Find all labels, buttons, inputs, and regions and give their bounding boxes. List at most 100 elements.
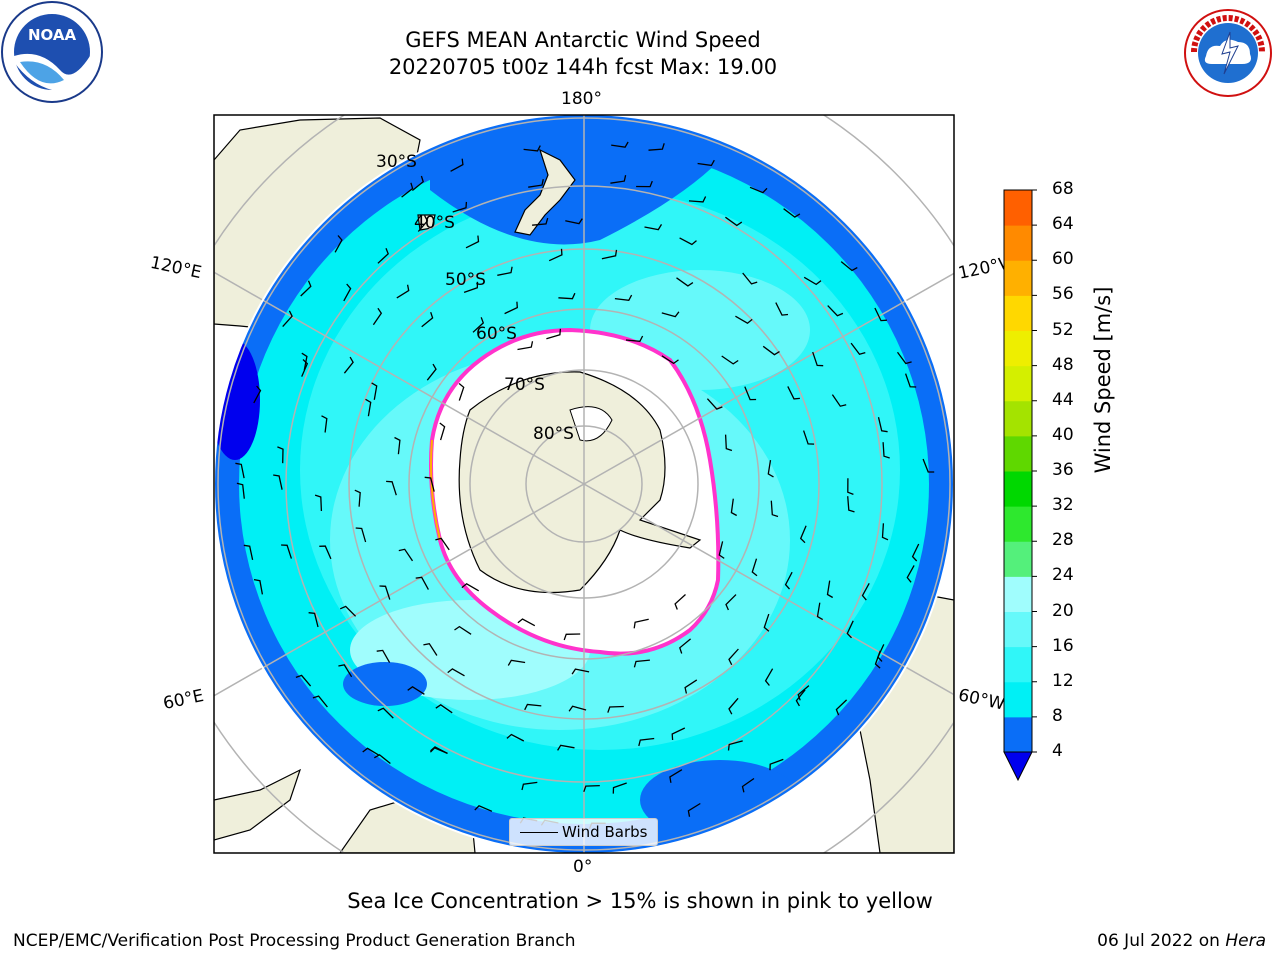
wind-barb xyxy=(795,689,806,707)
colorbar-segment xyxy=(1004,190,1032,226)
lat-label-40: 40°S xyxy=(414,213,455,233)
wind-barb xyxy=(741,777,755,793)
wind-barb xyxy=(300,280,312,297)
wind-barb xyxy=(607,705,624,713)
wind-barb xyxy=(661,355,679,365)
wind-barb xyxy=(398,548,414,562)
wind-barb xyxy=(506,733,525,742)
wind-barb xyxy=(546,328,562,340)
wind-barbs xyxy=(235,141,935,830)
lat-label-80: 80°S xyxy=(533,424,574,444)
wind-barb xyxy=(674,594,686,610)
wind-barb xyxy=(718,541,725,559)
wind-barb xyxy=(458,382,465,401)
wind-barb xyxy=(850,342,866,356)
wind-barb xyxy=(881,523,889,541)
wind-barb xyxy=(904,373,917,388)
colorbar-segment xyxy=(1004,681,1032,718)
wind-barb xyxy=(826,580,834,599)
wind-barb xyxy=(611,141,629,148)
colorbar-segment xyxy=(1004,365,1032,402)
wind-barb xyxy=(571,668,590,675)
wind-barb xyxy=(343,283,352,302)
wind-barb xyxy=(827,305,844,317)
chart-title: GEFS MEAN Antarctic Wind Speed xyxy=(405,28,761,52)
wind-barb xyxy=(472,317,485,333)
wind-barb xyxy=(846,620,854,639)
wind-barb xyxy=(253,385,262,404)
wind-barb xyxy=(557,744,575,751)
wind-barb xyxy=(282,310,293,328)
lat-label-50: 50°S xyxy=(445,270,486,290)
wind-barb xyxy=(373,754,391,765)
wind-barb xyxy=(644,224,663,231)
wind-barb xyxy=(423,642,438,656)
colorbar-tick-label: 12 xyxy=(1052,670,1074,691)
colorbar-segment xyxy=(1004,506,1032,542)
axes-frame xyxy=(213,114,955,854)
lat-label-60: 60°S xyxy=(476,324,517,344)
wind-barb xyxy=(354,489,361,507)
wind-barb xyxy=(312,695,328,708)
wind-barb xyxy=(450,158,464,172)
colorbar-segment xyxy=(1004,646,1032,683)
wind-barb xyxy=(377,247,389,264)
wind-barb xyxy=(802,430,815,445)
wind-barb xyxy=(727,740,743,751)
colorbar-tick-label: 56 xyxy=(1052,284,1074,305)
wind-barb xyxy=(334,235,343,253)
wind-barb xyxy=(372,307,383,326)
wind-barb xyxy=(874,307,887,322)
ice-edge-yellow xyxy=(430,439,441,541)
wind-barb xyxy=(454,625,472,635)
wind-barb xyxy=(769,758,784,771)
footer-machine: Hera xyxy=(1225,931,1266,951)
ross-ice-shelf xyxy=(569,406,613,442)
wind-barb xyxy=(911,543,920,562)
colorbar-tick-label: 4 xyxy=(1052,741,1063,761)
colorbar-segment xyxy=(1004,225,1032,261)
colorbar-segment xyxy=(1004,330,1032,367)
lon-grid xyxy=(214,115,954,853)
wind-barb xyxy=(524,703,542,711)
wind-barb xyxy=(775,302,789,316)
wind-barb xyxy=(301,359,309,377)
wind-barb xyxy=(688,196,707,203)
wind-barb xyxy=(235,462,245,479)
colorbar-tick-label: 60 xyxy=(1052,249,1074,270)
wind-barb xyxy=(314,494,323,512)
wind-barb xyxy=(784,571,793,590)
wind-barb xyxy=(633,659,650,668)
wind-barb xyxy=(236,482,245,499)
wind-barb xyxy=(548,248,563,262)
wind-barb xyxy=(671,727,686,741)
wind-barb xyxy=(797,685,810,701)
wind-barb xyxy=(523,145,541,152)
wind-barb xyxy=(521,781,538,791)
wind-barb xyxy=(301,352,308,371)
colorbar-segment xyxy=(1004,471,1032,507)
wind-barb xyxy=(882,442,890,459)
wind-barb xyxy=(339,605,357,617)
wind-barb xyxy=(896,351,912,365)
wind-barb xyxy=(799,525,807,544)
wind-barb xyxy=(465,235,480,249)
footer-date: 06 Jul 2022 on Hera xyxy=(1097,931,1266,951)
wind-barb xyxy=(763,613,770,632)
wind-barb xyxy=(277,446,284,464)
wind-barb xyxy=(840,261,858,272)
colorbar-segment xyxy=(1004,576,1032,612)
wind-barb xyxy=(728,697,739,715)
wind-barb xyxy=(565,218,583,225)
wind-barb xyxy=(783,208,801,218)
wind-barb xyxy=(429,747,448,754)
wind-barb xyxy=(922,458,935,473)
wind-barb xyxy=(601,249,618,260)
colorbar-tick-label: 28 xyxy=(1052,530,1074,551)
wind-barb xyxy=(401,182,414,198)
colorbar-segment xyxy=(1004,435,1032,472)
wind-barb xyxy=(532,217,549,226)
wind-barb xyxy=(377,707,394,719)
wind-barb xyxy=(461,583,480,592)
colorbar-tick-label: 32 xyxy=(1052,495,1074,516)
